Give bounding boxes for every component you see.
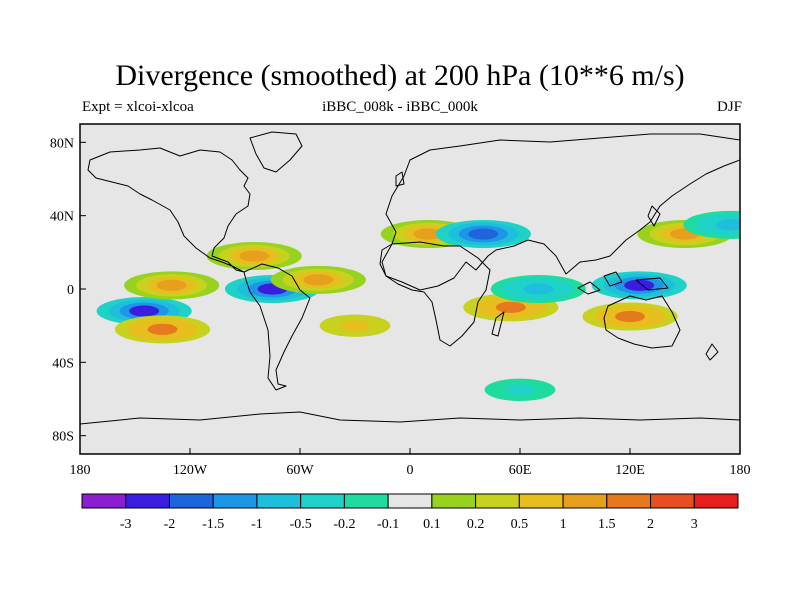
lon-tick-label: 120E [615,463,645,478]
colorbar-swatch [475,493,520,509]
colorbar-swatch [693,493,739,509]
colorbar-swatch [431,493,477,509]
lat-tick-label: 0 [67,283,74,298]
lat-tick-label: 40S [52,356,74,371]
colorbar-swatch [300,493,345,509]
colorbar-swatch [387,493,433,509]
colorbar-swatch [343,493,389,509]
lat-tick-label: 80N [50,136,74,151]
field-anomaly-south-pacific [147,323,178,335]
colorbar-label: 1.5 [598,517,616,532]
colorbar-label: 1 [560,517,567,532]
longitude-axis: 180 120W 60W 0 60E 120E 180 [70,448,751,478]
lon-tick-label: 60E [509,463,532,478]
field-anomaly-caribbean [239,250,270,262]
colorbar-label: -0.5 [290,517,312,532]
colorbar-label: -0.1 [377,517,399,532]
colorbar-label: 3 [691,517,698,532]
experiment-label: Expt = xlcoi-xlcoa [82,99,194,115]
colorbar-swatch [81,493,127,509]
colorbar-label: 0.5 [511,517,529,532]
season-label: DJF [716,99,742,115]
lat-tick-label: 80S [52,430,74,445]
lon-tick-label: 120W [173,463,208,478]
colorbar-label: -3 [120,517,132,532]
lon-tick-label: 180 [70,463,91,478]
divergence-field [96,210,740,404]
colorbar-label: -1.5 [202,517,224,532]
field-anomaly-north-pacific [715,219,740,231]
field-anomaly-middle-east [468,228,499,240]
coastlines [80,131,740,425]
field-anomaly-southern-ocean [505,384,535,396]
colorbar-swatch [562,493,608,509]
lon-tick-label: 60W [286,463,314,478]
colorbar-swatch [212,493,258,509]
colorbar-swatch [518,493,564,509]
colorbar-label: -0.2 [333,517,355,532]
field-anomaly-equatorial-eastern-pacific [156,279,187,291]
field-anomaly-tropical-atlantic [303,274,334,286]
difference-label: iBBC_008k - iBBC_000k [322,99,478,115]
latitude-axis: 80N 40N 0 40S 80S [50,136,86,445]
colorbar-label: 2 [647,517,654,532]
colorbar: -3 -2 -1.5 -1 -0.5 -0.2 -0.1 0.1 0.2 0.5 1 1.5 2 3 [81,493,739,532]
colorbar-label: -1 [251,517,263,532]
field-anomaly-subtropical-south-atlantic [340,320,370,332]
colorbar-label: -2 [164,517,176,532]
field-anomaly-maritime-continent [624,279,655,291]
field-anomaly-western-indian-ocean [495,301,526,313]
lat-tick-label: 40N [50,210,74,225]
field-anomaly-australia [615,310,645,323]
colorbar-swatch [650,493,695,509]
colorbar-label: 0.2 [467,517,485,532]
lon-tick-label: 0 [407,463,414,478]
field-anomaly-tropical-central-pacific [129,305,160,317]
field-anomaly-equatorial-indian-ocean [523,283,554,295]
lon-tick-label: 180 [730,463,751,478]
field-anomaly-north-africa-mediterranean [413,228,444,240]
colorbar-swatch [606,493,652,509]
colorbar-swatch [256,493,302,509]
colorbar-label: 0.1 [423,517,441,532]
colorbar-swatch [168,493,214,509]
plot-title: Divergence (smoothed) at 200 hPa (10**6 … [115,59,685,92]
colorbar-swatch [125,493,170,509]
